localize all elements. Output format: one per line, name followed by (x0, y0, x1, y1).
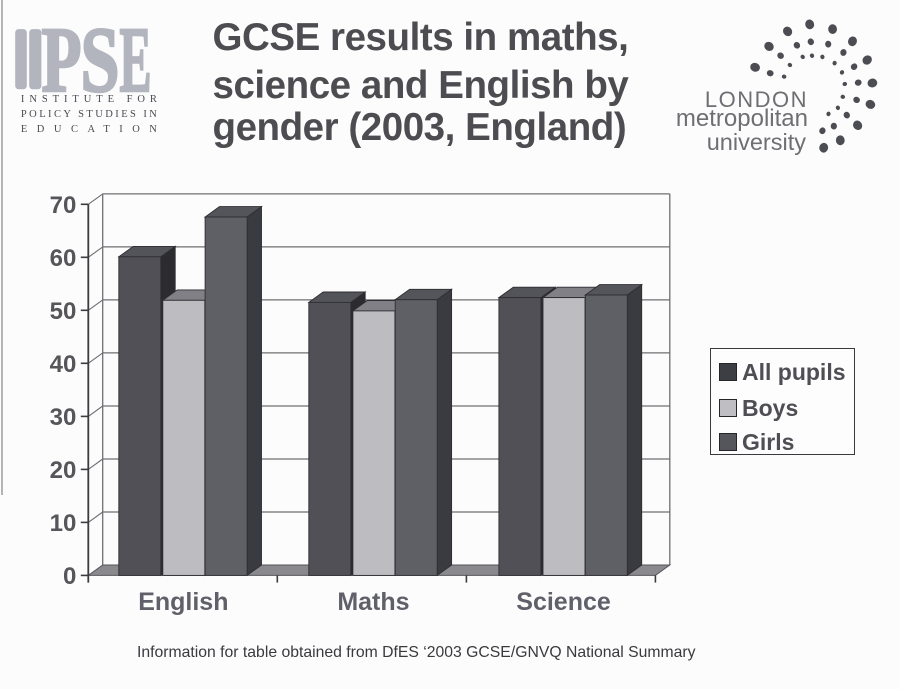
svg-text:0: 0 (63, 563, 76, 590)
svg-text:Maths: Maths (337, 588, 409, 616)
svg-text:10: 10 (50, 510, 77, 537)
svg-text:60: 60 (50, 245, 77, 272)
svg-text:POLICY STUDIES IN: POLICY STUDIES IN (21, 109, 157, 120)
svg-text:S: S (81, 9, 120, 112)
svg-text:EDUCATION: EDUCATION (21, 124, 157, 135)
svg-text:40: 40 (50, 351, 77, 378)
svg-text:70: 70 (50, 192, 77, 219)
svg-text:30: 30 (50, 404, 77, 431)
svg-text:P: P (42, 9, 82, 112)
svg-text:E: E (120, 9, 152, 112)
svg-text:INSTITUTE FOR: INSTITUTE FOR (21, 94, 157, 105)
svg-text:English: English (138, 588, 228, 616)
svg-text:Science: Science (516, 588, 611, 616)
svg-text:20: 20 (50, 457, 77, 484)
svg-text:50: 50 (50, 298, 77, 325)
